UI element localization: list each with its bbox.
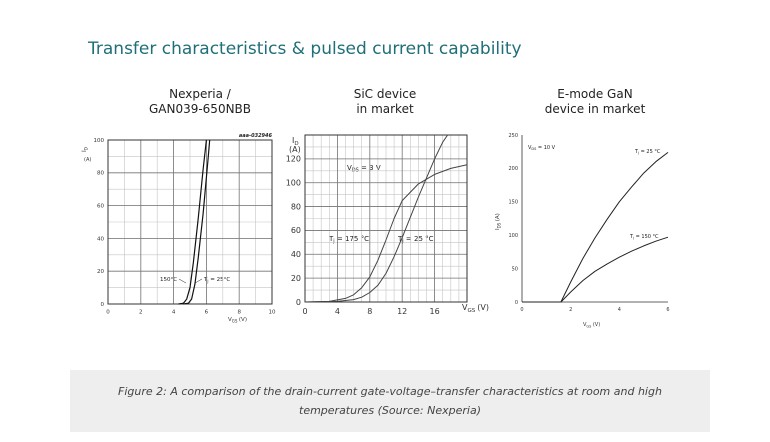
chart3-annotation-25c: Tj = 25 °C <box>634 149 661 155</box>
chart1-annotation-150c: 150°C <box>160 277 177 283</box>
chart3-annotation-150c: Tj = 150 °C <box>629 234 659 240</box>
chart2-y-tick-label: 0 <box>296 298 301 307</box>
chart3-x-tick-label: 6 <box>666 307 669 313</box>
chart3-title: E-mode GaN device in market <box>520 87 670 117</box>
chart3-annotation-vds: VDS = 10 V <box>528 145 556 151</box>
chart2-x-tick-label: 12 <box>397 307 407 316</box>
figure-caption-line2: temperatures (Source: Nexperia) <box>299 404 481 417</box>
chart3-title-line1: E-mode GaN <box>557 87 633 101</box>
chart2-x-tick-label: 4 <box>335 307 340 316</box>
chart1-x-tick-label: 4 <box>172 310 176 316</box>
chart2-x-tick-label: 0 <box>302 307 307 316</box>
chart1-ylabel-unit: (A) <box>84 157 91 163</box>
chart2-annotation-vds: VDS = 3 V <box>347 164 381 174</box>
chart1-y-tick-label: 0 <box>101 302 105 308</box>
figure-caption: Figure 2: A comparison of the drain-curr… <box>70 382 710 420</box>
chart3-y-tick-label: 0 <box>515 300 518 306</box>
chart3-ylabel: IDS(A) <box>495 213 502 230</box>
figure-caption-box: Figure 2: A comparison of the drain-curr… <box>70 370 710 432</box>
chart2-x-tick-label: 16 <box>430 307 440 316</box>
chart1-y-tick-label: 80 <box>97 171 104 177</box>
chart1-annotation-25c: Tj = 25°C <box>203 277 230 284</box>
chart2-frame <box>304 134 468 303</box>
chart1-ylabel: ID <box>81 147 89 152</box>
chart3-title-line2: device in market <box>544 102 646 116</box>
chart1-y-tick-label: 40 <box>97 236 104 242</box>
chart3-xlabel: VGS (V) <box>583 322 600 329</box>
chart1-xlabel: VGS (V) <box>228 317 247 324</box>
chart1-annotation-leader-150c <box>178 278 187 284</box>
chart2-y-tick-label: 60 <box>291 226 301 235</box>
chart2-y-tick-label: 20 <box>291 274 301 283</box>
chart1-title-line1: Nexperia / <box>169 87 231 101</box>
chart1-x-tick-label: 6 <box>205 310 209 316</box>
chart1-x-tick-label: 0 <box>106 310 110 316</box>
chart2-annotation-175c: Tj = 175 °C <box>328 235 369 245</box>
chart1-series-1-line <box>178 139 207 305</box>
chart1-title-line2: GAN039-650NBB <box>148 102 252 116</box>
chart1-x-tick-label: 10 <box>269 310 276 316</box>
chart3-x-tick-label: 2 <box>569 307 572 313</box>
chart1-title: Nexperia / GAN039-650NBB <box>125 87 275 117</box>
chart2-title-line2: in market <box>356 102 414 116</box>
chart2-x-tick-label: 8 <box>367 307 372 316</box>
chart1-annotation-leader-25c <box>194 278 203 284</box>
chart2-series-1-line <box>304 164 468 303</box>
chart1-y-tick-label: 60 <box>97 204 104 210</box>
chart2-y-tick-label: 80 <box>291 202 301 211</box>
chart1-y-tick-label: 20 <box>97 269 104 275</box>
chart1-x-tick-label: 8 <box>237 310 241 316</box>
chart2-y-tick-label: 120 <box>286 155 301 164</box>
chart1-y-tick-label: 100 <box>94 138 105 144</box>
page-title: Transfer characteristics & pulsed curren… <box>88 39 522 59</box>
chart2-xlabel: VGS (V) <box>462 303 489 314</box>
chart3-y-tick-label: 50 <box>512 266 518 272</box>
chart3-series-1-line <box>522 152 669 303</box>
chart3-y-tick-label: 200 <box>508 166 518 172</box>
chart2-title-line1: SiC device <box>353 87 417 101</box>
chart2-y-tick-label: 40 <box>291 250 301 259</box>
chart1-x-tick-label: 2 <box>139 310 143 316</box>
chart3-x-tick-label: 4 <box>618 307 621 313</box>
chart3-y-tick-label: 150 <box>508 200 518 206</box>
figure-caption-line1: Figure 2: A comparison of the drain-curr… <box>118 385 662 398</box>
chart2-ylabel-unit: (A) <box>289 145 301 154</box>
chart2-y-tick-label: 100 <box>286 179 301 188</box>
chart3-y-tick-label: 100 <box>508 233 518 239</box>
chart2-ylabel: ID <box>292 136 299 147</box>
chart3-y-tick-label: 250 <box>508 133 518 139</box>
chart1-code: aaa-032946 <box>239 133 273 139</box>
chart1-frame <box>107 139 273 305</box>
chart3-series-2-line <box>522 236 669 303</box>
chart3-x-tick-label: 0 <box>520 307 523 313</box>
chart2-series-2-line <box>304 134 449 303</box>
chart1-series-2-line <box>183 139 211 305</box>
chart2-title: SiC device in market <box>320 87 450 117</box>
